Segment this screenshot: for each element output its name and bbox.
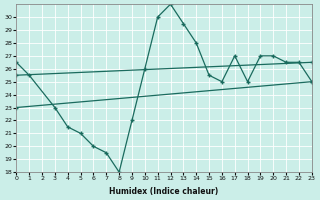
X-axis label: Humidex (Indice chaleur): Humidex (Indice chaleur) — [109, 187, 219, 196]
